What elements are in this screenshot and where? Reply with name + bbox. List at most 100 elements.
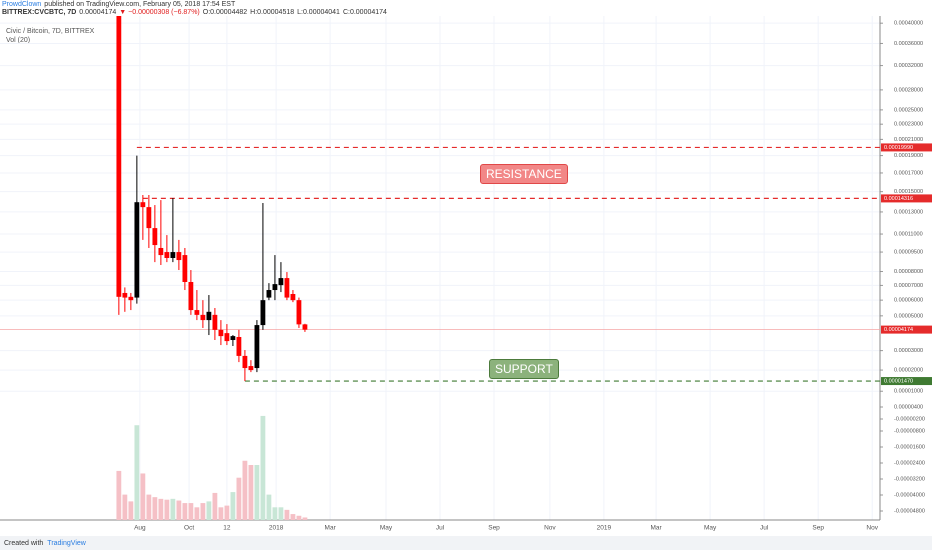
volume-bar xyxy=(140,473,146,520)
y2-tick-label: -0.00002400 xyxy=(894,460,925,466)
y-tick-label: 0.00013000 xyxy=(894,209,923,215)
candle-body xyxy=(218,329,224,337)
open: O:0.00004482 xyxy=(202,9,248,16)
candle-body xyxy=(254,325,260,369)
volume-bar xyxy=(278,507,284,520)
publish-line: ProwdClown published on TradingView.com,… xyxy=(2,1,235,8)
x-tick-label: May xyxy=(704,525,717,532)
y2-tick-label: -0.00004000 xyxy=(894,492,925,498)
volume-bar xyxy=(164,499,170,520)
y-tick-label: 0.00021000 xyxy=(894,137,923,143)
y-tick-label: 0.00003000 xyxy=(894,348,923,354)
candle-body xyxy=(140,202,146,208)
volume-bar xyxy=(260,415,266,520)
candle-body xyxy=(266,290,272,298)
y-tick-label: 0.00028000 xyxy=(894,87,923,93)
volume-bar xyxy=(146,494,152,520)
candle-body xyxy=(134,202,140,298)
high: H:0.00004518 xyxy=(250,9,295,16)
price: 0.00004174 xyxy=(79,9,117,16)
volume-bar xyxy=(122,494,128,520)
candle-body xyxy=(176,252,182,261)
volume-bar xyxy=(212,492,218,520)
volume-bar xyxy=(182,503,188,520)
y-tick-label: 0.00011000 xyxy=(894,232,923,238)
volume-bar xyxy=(176,500,182,520)
volume-bar xyxy=(248,465,254,520)
level-label: 0.00014316 xyxy=(884,196,913,202)
candle-body xyxy=(188,282,194,311)
brand[interactable]: TradingView xyxy=(47,539,86,547)
volume-bar xyxy=(302,517,308,520)
candle-body xyxy=(302,324,308,330)
volume-legend: Vol (20) xyxy=(6,37,30,44)
x-tick-label: Mar xyxy=(325,525,337,532)
volume-bar xyxy=(266,494,272,520)
x-tick-label: Aug xyxy=(134,525,146,532)
x-tick-label: Jul xyxy=(436,525,445,532)
candle-body xyxy=(194,310,200,315)
level-tag xyxy=(881,325,932,334)
y-tick-label: 0.00025000 xyxy=(894,107,923,113)
volume-bar xyxy=(158,498,164,520)
level-tag xyxy=(881,143,932,152)
footer: Created with TradingView xyxy=(0,536,932,550)
close: C:0.00004174 xyxy=(342,9,387,16)
symbol: BITTREX:CVCBTC, 7D xyxy=(2,9,77,16)
y-tick-label: 0.00036000 xyxy=(894,41,923,47)
volume-bar xyxy=(200,503,206,520)
volume-bar xyxy=(284,509,290,520)
volume-bar xyxy=(290,514,296,520)
y-tick-label: 0.00005000 xyxy=(894,313,923,319)
y-tick-label: 0.00009500 xyxy=(894,250,923,256)
candle-body xyxy=(170,252,176,258)
low: L:0.00004041 xyxy=(297,9,340,16)
x-tick-label: Sep xyxy=(488,525,500,532)
candle-body xyxy=(200,314,206,321)
candle-body xyxy=(158,247,164,256)
volume-bar xyxy=(194,507,200,520)
y-tick-label: 0.00008000 xyxy=(894,269,923,275)
x-tick-label: May xyxy=(380,525,393,532)
y-tick-label: 0.00040000 xyxy=(894,21,923,27)
candle-body xyxy=(272,284,278,291)
y2-tick-label: -0.00000800 xyxy=(894,428,925,434)
y2-tick-label: 0.00000400 xyxy=(894,404,923,410)
volume-bar xyxy=(116,470,122,520)
volume-bar xyxy=(296,515,302,520)
volume-bar xyxy=(152,497,158,520)
y-tick-label: 0.00019000 xyxy=(894,153,923,159)
volume-bar xyxy=(236,477,242,520)
x-tick-label: Sep xyxy=(812,525,824,532)
candle-body xyxy=(152,228,158,246)
level-tag xyxy=(881,194,932,203)
x-tick-label: 12 xyxy=(223,525,231,532)
candle-body xyxy=(248,366,254,371)
chart-title: Civic / Bitcoin, 7D, BITTREX xyxy=(6,28,95,35)
volume-bar xyxy=(170,498,176,520)
y-tick-label: 0.00006000 xyxy=(894,298,923,304)
change: ▼ −0.00000308 (−6.87%) xyxy=(119,9,200,16)
author[interactable]: ProwdClown xyxy=(2,1,42,8)
created-with: Created with xyxy=(4,539,44,547)
x-tick-label: Nov xyxy=(544,525,556,532)
y-tick-label: 0.00007000 xyxy=(894,283,923,289)
candle-body xyxy=(236,336,242,356)
volume-bar xyxy=(206,501,212,520)
candle-body xyxy=(146,207,152,229)
candle-body xyxy=(206,311,212,321)
candle-body xyxy=(182,255,188,283)
candle-body xyxy=(296,300,302,325)
candle-body xyxy=(290,293,296,301)
volume-bar xyxy=(128,501,134,520)
candle-body xyxy=(284,278,290,298)
x-tick-label: Oct xyxy=(184,525,194,532)
x-tick-label: 2019 xyxy=(597,525,612,532)
y-tick-label: 0.00015000 xyxy=(894,189,923,195)
candle-body xyxy=(212,314,218,330)
volume-bar xyxy=(218,507,224,520)
y-tick-label: 0.00002000 xyxy=(894,368,923,374)
candle-body xyxy=(122,292,128,298)
candle-body xyxy=(242,355,248,369)
